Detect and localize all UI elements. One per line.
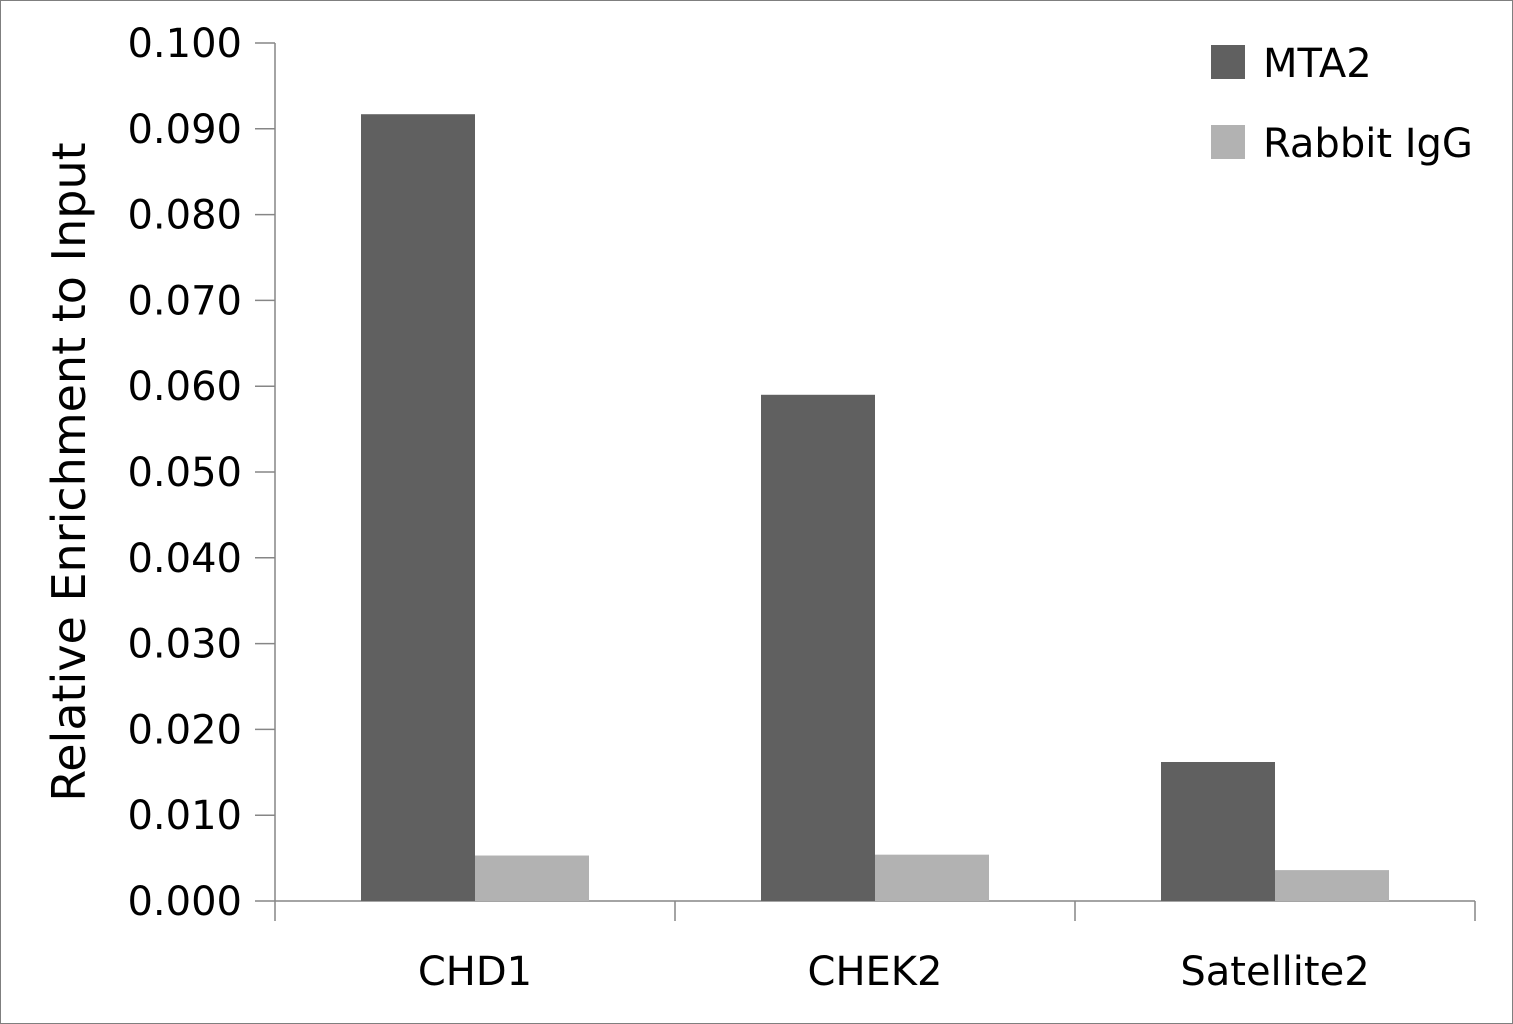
y-tick-label: 0.030 xyxy=(127,622,242,668)
legend-label: Rabbit IgG xyxy=(1263,121,1473,167)
y-tick-label: 0.050 xyxy=(127,450,242,496)
bar-rabbit-igg-chek2 xyxy=(875,854,989,901)
y-tick-label: 0.100 xyxy=(127,21,242,67)
bar-rabbit-igg-chd1 xyxy=(475,855,589,901)
legend-label: MTA2 xyxy=(1263,41,1372,87)
legend-swatch xyxy=(1211,125,1245,159)
y-tick-label: 0.040 xyxy=(127,536,242,582)
y-tick-label: 0.070 xyxy=(127,278,242,324)
bars xyxy=(361,114,1389,902)
y-tick-label: 0.080 xyxy=(127,193,242,239)
x-axis: CHD1 CHEK2 Satellite2 xyxy=(274,900,1476,995)
x-category-label: Satellite2 xyxy=(1180,949,1369,995)
bar-mta2-satellite2 xyxy=(1161,762,1275,901)
y-tick-label: 0.090 xyxy=(127,107,242,153)
bar-rabbit-igg-satellite2 xyxy=(1275,870,1389,901)
y-tick-label: 0.010 xyxy=(127,793,242,839)
y-axis: 0.000 0.010 0.020 0.030 0.040 0.050 0.060 0.070… xyxy=(127,21,276,925)
y-tick-label: 0.020 xyxy=(127,707,242,753)
legend-swatch xyxy=(1211,45,1245,79)
bar-mta2-chd1 xyxy=(361,114,475,902)
y-tick-label: 0.060 xyxy=(127,364,242,410)
legend: MTA2 Rabbit IgG xyxy=(1211,41,1473,167)
y-tick-label: 0.000 xyxy=(127,879,242,925)
y-axis-title: Relative Enrichment to Input xyxy=(42,142,96,801)
bar-mta2-chek2 xyxy=(761,394,875,901)
x-category-label: CHEK2 xyxy=(808,949,943,995)
x-category-label: CHD1 xyxy=(418,949,532,995)
